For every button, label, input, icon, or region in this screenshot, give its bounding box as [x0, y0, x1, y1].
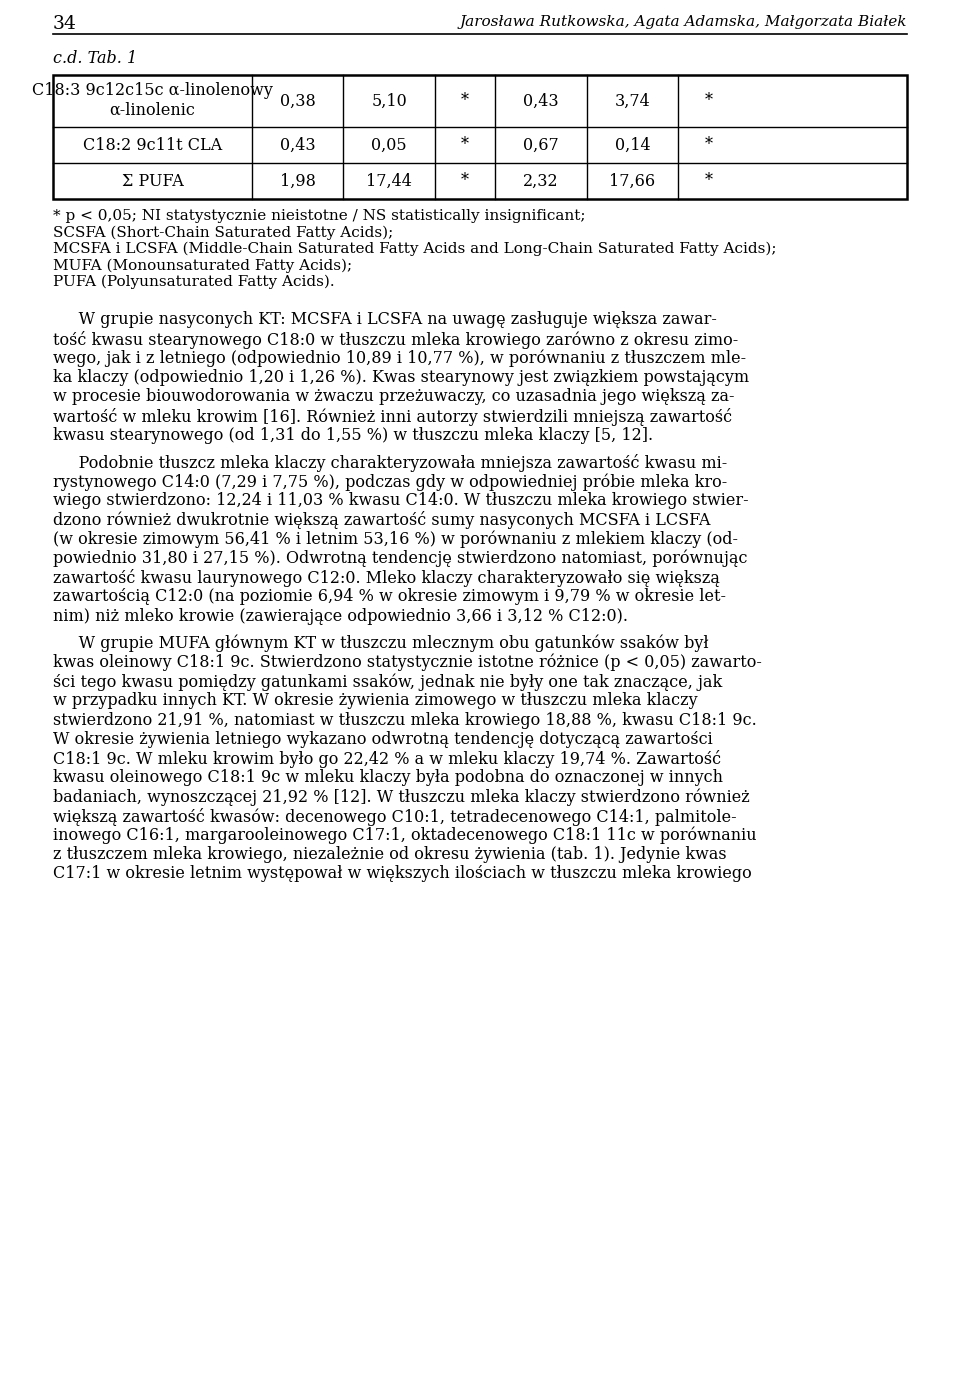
Text: 0,43: 0,43: [523, 92, 559, 110]
Text: Jarosława Rutkowska, Agata Adamska, Małgorzata Białek: Jarosława Rutkowska, Agata Adamska, Małg…: [460, 15, 907, 29]
Text: ka klaczy (odpowiednio 1,20 i 1,26 %). Kwas stearynowy jest związkiem powstający: ka klaczy (odpowiednio 1,20 i 1,26 %). K…: [53, 369, 749, 386]
Bar: [53, 74, 907, 200]
Text: tość kwasu stearynowego C18:0 w tłuszczu mleka krowiego zarówno z okresu zimo-: tość kwasu stearynowego C18:0 w tłuszczu…: [53, 330, 738, 348]
Text: nim) niż mleko krowie (zawierające odpowiednio 3,66 i 3,12 % C12:0).: nim) niż mleko krowie (zawierające odpow…: [53, 607, 628, 625]
Text: *: *: [461, 172, 469, 190]
Text: z tłuszczem mleka krowiego, niezależnie od okresu żywienia (tab. 1). Jedynie kwa: z tłuszczem mleka krowiego, niezależnie …: [53, 845, 727, 863]
Text: *: *: [705, 92, 712, 110]
Text: * p < 0,05; NI statystycznie nieistotne / NS statistically insignificant;: * p < 0,05; NI statystycznie nieistotne …: [53, 209, 586, 223]
Text: inowego C16:1, margarooleinowego C17:1, oktadecenowego C18:1 11c w porównaniu: inowego C16:1, margarooleinowego C17:1, …: [53, 826, 756, 844]
Text: C18:1 9c. W mleku krowim było go 22,42 % a w mleku klaczy 19,74 %. Zawartość: C18:1 9c. W mleku krowim było go 22,42 %…: [53, 750, 721, 768]
Text: MCSFA i LCSFA (Middle-Chain Saturated Fatty Acids and Long-Chain Saturated Fatty: MCSFA i LCSFA (Middle-Chain Saturated Fa…: [53, 242, 777, 256]
Text: wiego stwierdzono: 12,24 i 11,03 % kwasu C14:0. W tłuszczu mleka krowiego stwier: wiego stwierdzono: 12,24 i 11,03 % kwasu…: [53, 493, 749, 509]
Text: Σ PUFA: Σ PUFA: [122, 172, 183, 190]
Text: C18:3 9c12c15c α-linolenowy: C18:3 9c12c15c α-linolenowy: [32, 83, 273, 99]
Text: większą zawartość kwasów: decenowego C10:1, tetradecenowego C14:1, palmitole-: większą zawartość kwasów: decenowego C10…: [53, 807, 736, 825]
Text: 17,44: 17,44: [366, 172, 412, 190]
Text: (w okresie zimowym 56,41 % i letnim 53,16 %) w porównaniu z mlekiem klaczy (od-: (w okresie zimowym 56,41 % i letnim 53,1…: [53, 530, 738, 548]
Text: *: *: [705, 136, 712, 153]
Text: PUFA (Polyunsaturated Fatty Acids).: PUFA (Polyunsaturated Fatty Acids).: [53, 275, 335, 289]
Text: C18:2 9c11t CLA: C18:2 9c11t CLA: [83, 136, 222, 153]
Text: *: *: [461, 136, 469, 153]
Text: zawartość kwasu laurynowego C12:0. Mleko klaczy charakteryzowało się większą: zawartość kwasu laurynowego C12:0. Mleko…: [53, 569, 720, 587]
Text: w przypadku innych KT. W okresie żywienia zimowego w tłuszczu mleka klaczy: w przypadku innych KT. W okresie żywieni…: [53, 693, 698, 709]
Text: W okresie żywienia letniego wykazano odwrotną tendencję dotyczącą zawartości: W okresie żywienia letniego wykazano odw…: [53, 731, 712, 748]
Text: α-linolenic: α-linolenic: [109, 102, 196, 118]
Text: 0,67: 0,67: [523, 136, 559, 153]
Text: Podobnie tłuszcz mleka klaczy charakteryzowała mniejsza zawartość kwasu mi-: Podobnie tłuszcz mleka klaczy charaktery…: [53, 454, 728, 472]
Text: w procesie biouwodorowania w żwaczu przeżuwaczy, co uzasadnia jego większą za-: w procesie biouwodorowania w żwaczu prze…: [53, 388, 734, 405]
Text: 0,38: 0,38: [279, 92, 316, 110]
Text: wego, jak i z letniego (odpowiednio 10,89 i 10,77 %), w porównaniu z tłuszczem m: wego, jak i z letniego (odpowiednio 10,8…: [53, 350, 746, 368]
Text: 0,05: 0,05: [372, 136, 407, 153]
Text: 3,74: 3,74: [614, 92, 650, 110]
Text: powiednio 31,80 i 27,15 %). Odwrotną tendencję stwierdzono natomiast, porównując: powiednio 31,80 i 27,15 %). Odwrotną ten…: [53, 549, 748, 567]
Text: MUFA (Monounsaturated Fatty Acids);: MUFA (Monounsaturated Fatty Acids);: [53, 259, 352, 273]
Text: 0,14: 0,14: [614, 136, 650, 153]
Text: stwierdzono 21,91 %, natomiast w tłuszczu mleka krowiego 18,88 %, kwasu C18:1 9c: stwierdzono 21,91 %, natomiast w tłuszcz…: [53, 712, 756, 728]
Text: badaniach, wynoszczącej 21,92 % [12]. W tłuszczu mleka klaczy stwierdzono równie: badaniach, wynoszczącej 21,92 % [12]. W …: [53, 788, 750, 806]
Text: 2,32: 2,32: [523, 172, 559, 190]
Text: kwasu oleinowego C18:1 9c w mleku klaczy była podobna do oznaczonej w innych: kwasu oleinowego C18:1 9c w mleku klaczy…: [53, 770, 723, 786]
Text: *: *: [461, 92, 469, 110]
Text: zawartością C12:0 (na poziomie 6,94 % w okresie zimowym i 9,79 % w okresie let-: zawartością C12:0 (na poziomie 6,94 % w …: [53, 588, 726, 606]
Text: 1,98: 1,98: [279, 172, 316, 190]
Text: 0,43: 0,43: [280, 136, 316, 153]
Text: kwas oleinowy C18:1 9c. Stwierdzono statystycznie istotne różnice (p < 0,05) zaw: kwas oleinowy C18:1 9c. Stwierdzono stat…: [53, 654, 762, 672]
Text: wartość w mleku krowim [16]. Również inni autorzy stwierdzili mniejszą zawartość: wartość w mleku krowim [16]. Również inn…: [53, 408, 732, 425]
Text: *: *: [705, 172, 712, 190]
Text: 5,10: 5,10: [372, 92, 407, 110]
Text: W grupie nasyconych KT: MCSFA i LCSFA na uwagę zasługuje większa zawar-: W grupie nasyconych KT: MCSFA i LCSFA na…: [53, 311, 717, 329]
Text: c.d. Tab. 1: c.d. Tab. 1: [53, 50, 137, 67]
Text: 17,66: 17,66: [610, 172, 656, 190]
Text: W grupie MUFA głównym KT w tłuszczu mlecznym obu gatunków ssaków był: W grupie MUFA głównym KT w tłuszczu mlec…: [53, 635, 708, 653]
Text: 34: 34: [53, 15, 77, 33]
Text: SCSFA (Short-Chain Saturated Fatty Acids);: SCSFA (Short-Chain Saturated Fatty Acids…: [53, 226, 394, 240]
Text: ści tego kwasu pomiędzy gatunkami ssaków, jednak nie były one tak znaczące, jak: ści tego kwasu pomiędzy gatunkami ssaków…: [53, 673, 722, 691]
Text: dzono również dwukrotnie większą zawartość sumy nasyconych MCSFA i LCSFA: dzono również dwukrotnie większą zawarto…: [53, 511, 710, 530]
Text: C17:1 w okresie letnim występował w większych ilościach w tłuszczu mleka krowieg: C17:1 w okresie letnim występował w więk…: [53, 865, 752, 883]
Text: kwasu stearynowego (od 1,31 do 1,55 %) w tłuszczu mleka klaczy [5, 12].: kwasu stearynowego (od 1,31 do 1,55 %) w…: [53, 427, 653, 443]
Text: rystynowego C14:0 (7,29 i 7,75 %), podczas gdy w odpowiedniej próbie mleka kro-: rystynowego C14:0 (7,29 i 7,75 %), podcz…: [53, 474, 728, 490]
